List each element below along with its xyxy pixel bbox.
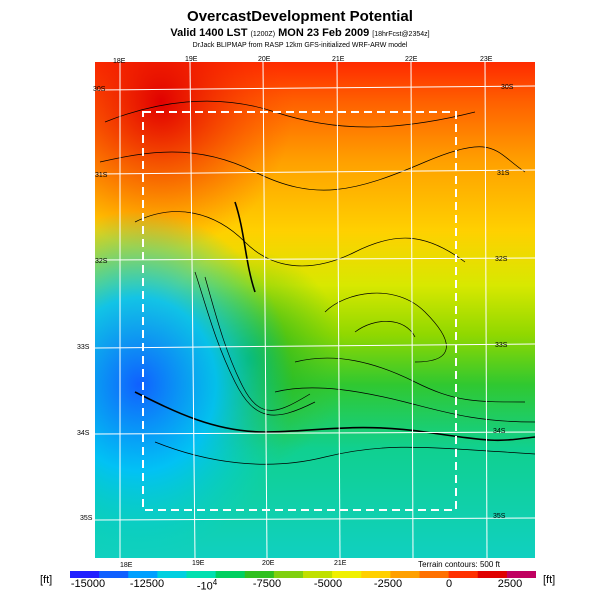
colorbar-label: -15000 (70, 578, 106, 590)
lat-label-right: 31S (497, 170, 510, 177)
colorbar-swatch (332, 571, 362, 578)
terrain-contours-note: Terrain contours: 500 ft (418, 560, 500, 569)
valid-utc: (1200Z) (250, 31, 276, 38)
lat-label-right: 33S (495, 342, 508, 349)
map-title: OvercastDevelopment Potential (187, 8, 413, 25)
colorbar-label-exponent: 4 (212, 578, 218, 587)
lon-label-bottom: 21E (334, 560, 347, 567)
colorbar-swatch (506, 571, 536, 578)
colorbar-label: -7500 (252, 578, 282, 590)
lat-label-left: 33S (77, 344, 90, 351)
valid-prefix: Valid 1400 LST (170, 27, 248, 39)
lat-label-left: 32S (95, 258, 108, 265)
lat-label-left: 34S (77, 430, 90, 437)
lat-lon-grid (95, 62, 535, 558)
colorbar-unit-right: [ft] (543, 574, 556, 586)
lat-label-left: 35S (80, 515, 93, 522)
lon-label-top: 23E (480, 56, 493, 63)
lon-label-bottom: 18E (120, 562, 133, 569)
colorbar-swatch (157, 571, 188, 578)
colorbar-label: -12500 (129, 578, 165, 590)
colorbar-label: -5000 (313, 578, 343, 590)
colorbar-swatch (448, 571, 479, 578)
colorbar-swatch (128, 571, 158, 578)
colorbar (70, 571, 536, 578)
lon-label-bottom: 20E (262, 560, 275, 567)
model-credit: DrJack BLIPMAP from RASP 12km GFS-initia… (192, 42, 408, 49)
lat-label-right: 34S (493, 428, 506, 435)
colorbar-swatch (303, 571, 333, 578)
colorbar-label: 2500 (497, 578, 523, 590)
low-value-region (95, 62, 535, 558)
colorbar-swatch (244, 571, 275, 578)
lat-label-right: 30S (501, 84, 514, 91)
lon-label-top: 22E (405, 56, 418, 63)
colorbar-swatch (419, 571, 450, 578)
colorbar-label: -104 (197, 578, 217, 593)
lat-label-left: 30S (93, 86, 106, 93)
lon-label-top: 18E (113, 58, 126, 65)
colorbar-swatch (186, 571, 217, 578)
colorbar-swatch (390, 571, 421, 578)
colorbar-swatch (99, 571, 129, 578)
lon-label-top: 20E (258, 56, 271, 63)
lon-label-top: 21E (332, 56, 345, 63)
colorbar-swatch (70, 571, 100, 578)
lon-label-top: 19E (185, 56, 198, 63)
overcast-potential-map (95, 62, 535, 558)
colorbar-unit-left: [ft] (40, 574, 53, 586)
lat-label-right: 32S (495, 256, 508, 263)
colorbar-label-mantissa: -10 (196, 580, 213, 593)
colorbar-label: -2500 (373, 578, 403, 590)
terrain-contours (99, 100, 535, 465)
lat-label-right: 35S (493, 513, 506, 520)
colorbar-swatch (273, 571, 304, 578)
colorbar-swatch (215, 571, 246, 578)
valid-date: MON 23 Feb 2009 (278, 27, 370, 39)
colorbar-swatch (477, 571, 508, 578)
valid-time-line: Valid 1400 LST (1200Z) MON 23 Feb 2009 [… (0, 27, 600, 39)
inner-domain-box (142, 111, 457, 511)
colorbar-label: 0 (445, 578, 453, 590)
colorbar-swatch (361, 571, 391, 578)
forecast-info: [18hrFcst@2354z] (372, 31, 430, 38)
lat-label-left: 31S (95, 172, 108, 179)
lon-label-bottom: 19E (192, 560, 205, 567)
